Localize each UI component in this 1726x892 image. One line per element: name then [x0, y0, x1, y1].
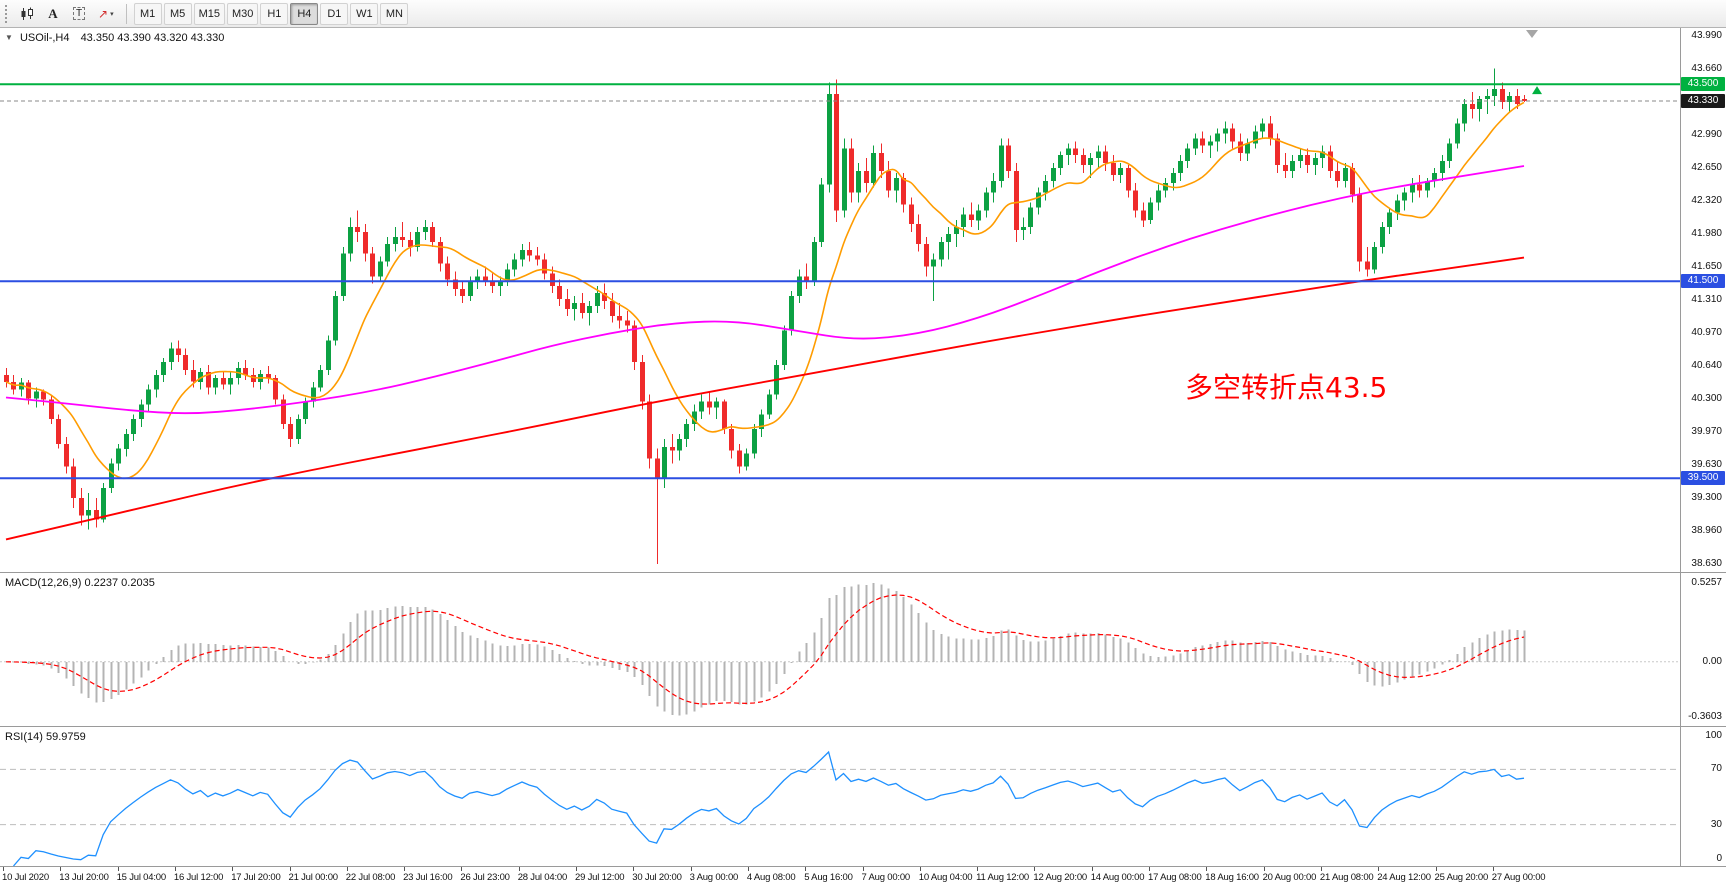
time-axis-label: 11 Aug 12:00 [976, 872, 1029, 883]
price-axis-label: 38.630 [1691, 558, 1722, 569]
time-axis-label: 17 Aug 08:00 [1148, 872, 1202, 883]
annotation-text[interactable]: 多空转折点43.5 [1185, 371, 1388, 404]
text-tool-icon: A [48, 5, 58, 21]
time-axis-label: 14 Aug 00:00 [1090, 872, 1145, 883]
time-axis-label: 18 Aug 16:00 [1205, 872, 1259, 883]
price-axis-label: 40.640 [1691, 360, 1722, 371]
chevron-down-icon: ▾ [110, 10, 114, 18]
timeframe-button-h4[interactable]: H4 [290, 2, 319, 25]
rsi-indicator-label: RSI(14) 59.9759 [5, 731, 86, 743]
toolbar-separator [125, 3, 127, 24]
green-arrow-marker [1532, 86, 1542, 95]
macd-axis-label: -0.3603 [1688, 711, 1722, 722]
price-axis-label: 39.300 [1691, 492, 1722, 503]
price-axis-label: 41.310 [1691, 294, 1722, 305]
macd-axis-label: 0.5257 [1691, 577, 1722, 588]
bid-price-tag: 43.330 [1681, 94, 1725, 108]
time-axis-label: 16 Jul 12:00 [173, 872, 224, 883]
arrows-tool-button[interactable]: ↗ ▾ [93, 3, 119, 25]
rsi-axis-label: 0 [1716, 853, 1722, 864]
price-axis-label: 42.650 [1691, 162, 1722, 173]
time-axis-label: 20 Aug 00:00 [1262, 872, 1317, 883]
candles-layer [4, 68, 1527, 564]
macd-signal-line [5, 594, 1525, 705]
timeframe-button-m5[interactable]: M5 [163, 2, 192, 25]
label-tool-button[interactable]: T [67, 3, 91, 25]
toolbar-grip[interactable] [5, 4, 9, 23]
price-line-tag: 43.500 [1681, 77, 1725, 92]
time-axis-label: 30 Jul 20:00 [632, 872, 682, 883]
price-axis-label: 41.650 [1691, 260, 1722, 272]
ohlc-values: 43.350 43.390 43.320 43.330 [80, 32, 225, 44]
one-click-trading-toggle[interactable]: ▼ [5, 33, 13, 42]
price-axis-label: 43.660 [1691, 62, 1722, 74]
time-axis-label: 13 Jul 20:00 [59, 872, 109, 883]
symbol-period-label: USOil-,H4 [19, 32, 70, 44]
charts-tool-button[interactable] [15, 3, 39, 25]
time-axis-label: 5 Aug 16:00 [804, 872, 853, 883]
price-axis-label: 40.970 [1691, 327, 1722, 339]
timeframe-group: M1 M5 M15 M30 H1 H4 D1 W1 MN [133, 2, 410, 25]
time-axis-label: 12 Aug 20:00 [1033, 872, 1087, 883]
macd-axis-label: 0.00 [1702, 655, 1722, 667]
macd-histogram [12, 583, 1526, 716]
price-axis-label: 39.970 [1691, 426, 1722, 437]
time-axis-label: 17 Jul 20:00 [231, 872, 281, 883]
time-axis-label: 3 Aug 00:00 [689, 872, 739, 883]
time-axis-label: 10 Aug 04:00 [918, 872, 973, 883]
time-axis-label: 24 Aug 12:00 [1377, 872, 1431, 883]
chart-title: ▼ USOil-,H4 43.350 43.390 43.320 43.330 [5, 32, 224, 44]
timeframe-button-mn[interactable]: MN [380, 2, 409, 25]
price-axis-label: 41.980 [1691, 228, 1722, 239]
time-axis-label: 23 Jul 16:00 [403, 872, 453, 883]
rsi-axis-label: 100 [1705, 730, 1722, 741]
rsi-axis-label: 30 [1710, 818, 1722, 830]
rsi-line [13, 750, 1525, 867]
price-axis-label: 42.990 [1691, 128, 1722, 140]
ma-mid-line [5, 165, 1525, 415]
time-axis-label: 27 Aug 00:00 [1491, 872, 1546, 883]
time-axis-label: 21 Aug 08:00 [1319, 872, 1374, 883]
timeframe-button-m30[interactable]: M30 [226, 2, 259, 25]
chart-shift-marker[interactable] [1526, 30, 1538, 38]
ma-fast-line [5, 101, 1525, 480]
time-axis-label: 15 Jul 04:00 [116, 872, 167, 883]
timeframe-button-m1[interactable]: M1 [133, 2, 162, 25]
price-axis-label: 38.960 [1691, 525, 1722, 537]
price-axis-label: 43.990 [1691, 30, 1722, 41]
macd-name: MACD(12,26,9) [5, 577, 82, 589]
price-axis-label: 40.300 [1691, 393, 1722, 405]
text-tool-button[interactable]: A [41, 3, 65, 25]
time-axis-label: 21 Jul 00:00 [288, 872, 339, 883]
timeframe-button-h1[interactable]: H1 [260, 2, 289, 25]
timeframe-button-w1[interactable]: W1 [350, 2, 379, 25]
time-axis-label: 7 Aug 00:00 [861, 872, 911, 883]
toolbar: A T ↗ ▾ M1 M5 M15 M30 H1 H4 D1 W1 MN [0, 0, 1726, 28]
time-axis-label: 25 Aug 20:00 [1434, 872, 1489, 883]
arrow-tool-icon: ↗ [98, 6, 109, 21]
label-tool-icon: T [72, 7, 86, 20]
timeframe-button-d1[interactable]: D1 [320, 2, 349, 25]
rsi-axis-label: 70 [1710, 763, 1722, 775]
rsi-name: RSI(14) [5, 731, 43, 743]
time-axis-label: 4 Aug 08:00 [746, 872, 796, 883]
price-axis-label: 42.320 [1691, 194, 1722, 206]
macd-indicator-label: MACD(12,26,9) 0.2237 0.2035 [5, 577, 155, 589]
price-axis-label: 39.630 [1691, 459, 1722, 471]
time-axis-label: 26 Jul 23:00 [460, 872, 510, 883]
rsi-value: 59.9759 [45, 731, 86, 743]
time-axis-label: 10 Jul 2020 [2, 872, 49, 883]
time-axis-label: 28 Jul 04:00 [517, 872, 568, 883]
candlestick-chart-icon [20, 7, 34, 21]
time-axis-label: 29 Jul 12:00 [575, 872, 625, 883]
price-line-tag: 39.500 [1681, 471, 1725, 486]
timeframe-button-m15[interactable]: M15 [193, 2, 225, 25]
time-axis-label: 22 Jul 08:00 [345, 872, 396, 883]
macd-values: 0.2237 0.2035 [84, 577, 155, 589]
price-line-tag: 41.500 [1681, 274, 1725, 289]
